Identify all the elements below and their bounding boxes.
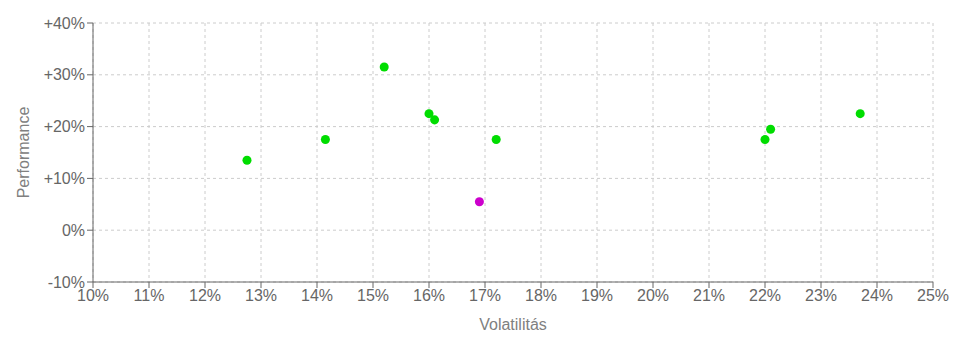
svg-text:+40%: +40% [44,15,85,32]
svg-text:20%: 20% [637,287,669,304]
svg-text:17%: 17% [469,287,501,304]
svg-text:+30%: +30% [44,66,85,83]
svg-text:10%: 10% [77,287,109,305]
svg-text:25%: 25% [917,287,949,304]
svg-text:+10%: +10% [44,170,85,187]
svg-text:23%: 23% [805,287,837,304]
svg-text:Performance: Performance [15,107,32,199]
svg-text:12%: 12% [189,287,221,304]
svg-text:22%: 22% [749,287,781,304]
svg-text:Volatilitás: Volatilitás [479,316,547,333]
svg-text:0%: 0% [62,222,85,239]
svg-text:+20%: +20% [44,118,85,135]
svg-text:21%: 21% [693,287,725,304]
svg-text:-10%: -10% [48,274,85,291]
svg-text:24%: 24% [861,287,893,304]
svg-text:18%: 18% [525,287,557,304]
svg-text:11%: 11% [134,287,165,304]
svg-text:19%: 19% [581,287,613,304]
svg-text:13%: 13% [245,287,277,304]
svg-text:14%: 14% [301,287,333,304]
svg-text:16%: 16% [413,287,445,304]
svg-text:15%: 15% [357,287,389,304]
